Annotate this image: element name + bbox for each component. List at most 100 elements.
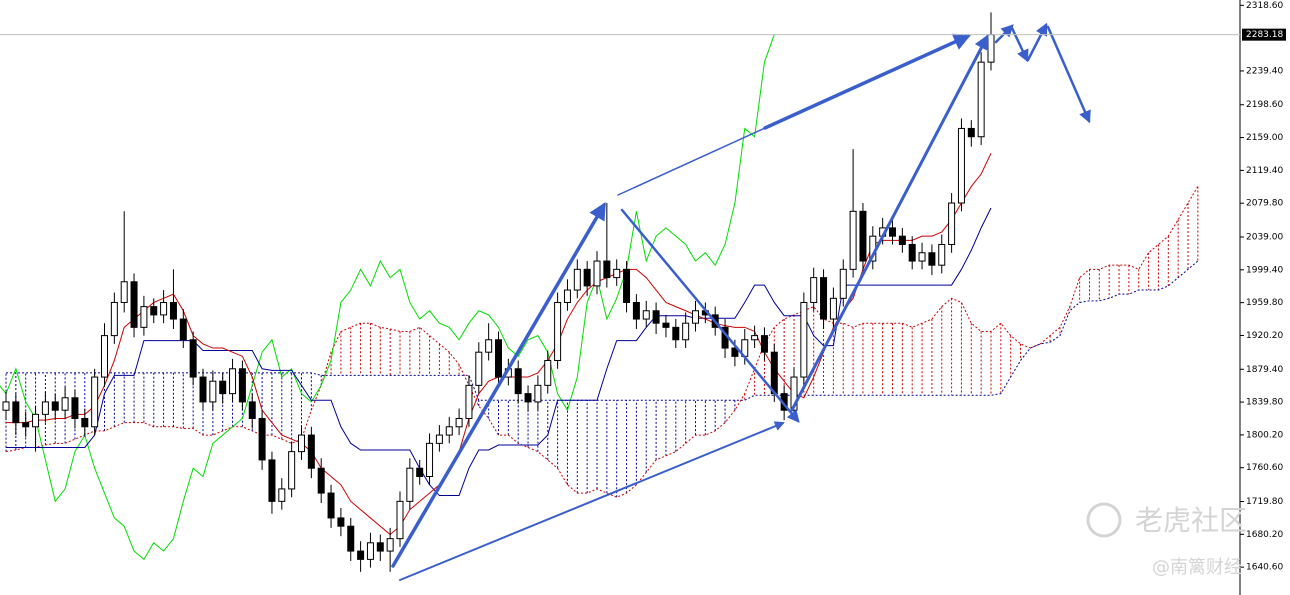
candle-body [199, 376, 207, 403]
candle-body [692, 310, 699, 324]
candle-body [91, 376, 99, 428]
candle-body [307, 434, 315, 469]
candle-body [445, 426, 453, 436]
candle-body [859, 210, 867, 262]
candle-body [209, 380, 217, 403]
candle-body [258, 417, 266, 461]
y-tick-label: 1680.20 [1246, 530, 1283, 540]
candle-body [967, 127, 975, 138]
price-label: 2283.18 [1246, 30, 1283, 40]
candle-body [2, 401, 10, 411]
candle-body [347, 525, 355, 552]
candle-body [987, 34, 995, 63]
candle-body [32, 413, 40, 428]
candle-body [918, 252, 926, 262]
arrow [1046, 25, 1091, 124]
candle-body [573, 268, 581, 291]
candle-body [337, 517, 345, 527]
arrow [620, 208, 800, 423]
y-tick-label: 1879.40 [1246, 365, 1283, 375]
candle-body [376, 542, 384, 552]
candle-body [623, 268, 631, 303]
y-tick-label: 2159.00 [1246, 133, 1283, 143]
candle-body [810, 277, 818, 303]
arrow [790, 34, 989, 412]
arrow [399, 421, 785, 581]
candle-body [800, 301, 808, 378]
candle-body [366, 542, 374, 560]
candle-body [130, 281, 138, 328]
candle-body [278, 488, 286, 502]
y-tick-label: 1719.80 [1246, 497, 1283, 507]
candle-body [110, 301, 118, 337]
candle-body [948, 202, 956, 245]
candle-body [534, 384, 542, 403]
y-tick-label: 1839.80 [1246, 398, 1283, 408]
y-tick-label: 1760.60 [1246, 463, 1283, 473]
candle-body [357, 550, 365, 560]
candle-body [770, 351, 778, 395]
y-tick-label: 1959.80 [1246, 298, 1283, 308]
candle-body [416, 467, 424, 477]
candle-body [642, 310, 650, 320]
candle-body [298, 434, 305, 453]
candle-body [898, 235, 906, 245]
candle-body [120, 281, 128, 303]
candle-body [248, 401, 256, 419]
candle-body [829, 297, 837, 320]
candle-body [514, 368, 522, 395]
arrow [1010, 26, 1029, 63]
y-tick-label: 2039.00 [1246, 233, 1283, 243]
candle-body [839, 268, 847, 299]
candle-body [475, 351, 483, 386]
candle-body [682, 322, 690, 341]
y-tick-label: 2198.60 [1246, 100, 1283, 110]
candle-body [268, 459, 276, 502]
candle-body [820, 277, 828, 320]
candle-body [672, 326, 680, 341]
candle-body [101, 335, 108, 378]
candle-body [760, 335, 768, 353]
candle-body [632, 301, 640, 320]
candle-body [465, 384, 473, 419]
candle-body [61, 397, 69, 411]
candle-body [889, 227, 896, 237]
candle-body [238, 368, 246, 403]
y-tick-label: 2119.40 [1246, 166, 1283, 176]
candle-body [12, 401, 20, 424]
candle-body [386, 538, 394, 552]
candle-body [957, 127, 965, 204]
y-tick-label: 1920.20 [1246, 331, 1283, 341]
candle-body [71, 397, 79, 419]
chikou-line [0, 34, 775, 561]
candle-body [219, 380, 227, 395]
arrow [1026, 22, 1048, 62]
candle-body [288, 451, 296, 490]
candle-body [406, 467, 414, 502]
candle-body [396, 500, 404, 540]
candle-layer [2, 12, 995, 572]
candle-body [189, 339, 197, 378]
watermark-author: @南篱财经 [1152, 557, 1242, 578]
candle-body [662, 322, 670, 328]
candle-body [908, 243, 916, 262]
y-tick-label: 2239.40 [1246, 66, 1283, 76]
annotation-arrows [391, 22, 1091, 581]
candle-body [977, 61, 985, 138]
arrow [391, 201, 606, 568]
candle-body [495, 339, 502, 378]
candle-body [41, 401, 49, 415]
span-b-line [6, 260, 1199, 401]
candle-body [751, 335, 759, 341]
candle-body [849, 210, 857, 270]
arrow [994, 24, 1014, 44]
y-tick-label: 2318.60 [1246, 1, 1283, 11]
y-tick-label: 1999.40 [1246, 265, 1283, 275]
watermark-logo [1086, 502, 1122, 538]
axis-layer: 2318.60 2239.40 2198.60 2159.00 2119.40 2079.… [0, 1, 1286, 573]
candle-body [229, 368, 237, 395]
candle-body [426, 442, 434, 477]
candle-body [140, 306, 148, 328]
